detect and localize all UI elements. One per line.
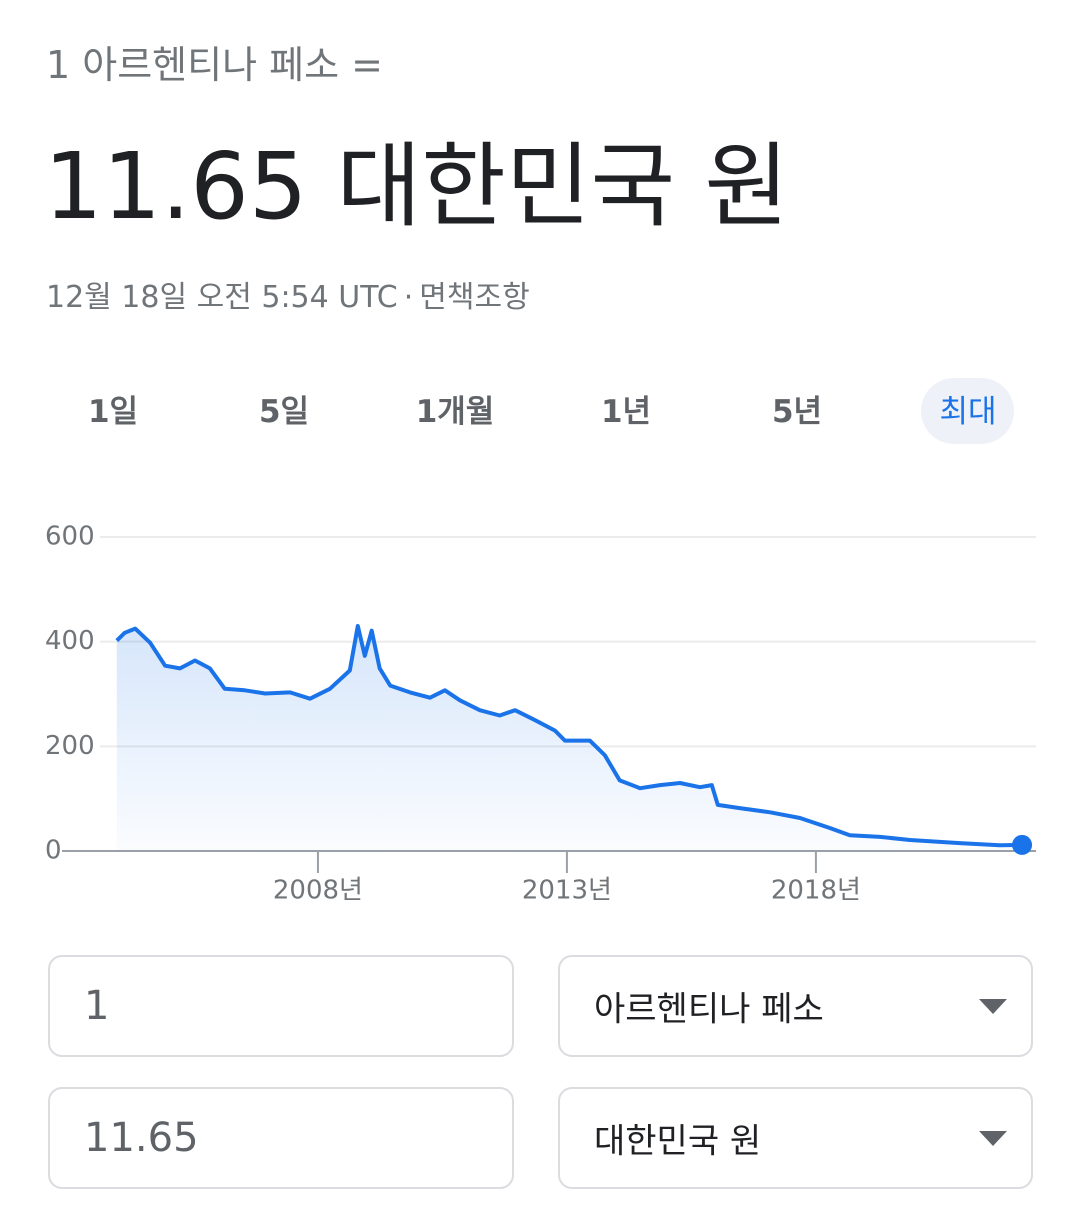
dropdown-arrow	[979, 999, 1007, 1014]
disclaimer-link[interactable]: 면책조항	[419, 280, 530, 315]
result: 11.65 대한민국 원	[44, 133, 790, 240]
currency-select[interactable]: 아르헨티나 페소	[558, 955, 1033, 1057]
amount-value: 1	[84, 983, 110, 1029]
currency-select[interactable]: 대한민국 원	[558, 1087, 1033, 1189]
separator: ·	[403, 280, 414, 315]
currency-name: 아르헨티나 페소	[594, 989, 824, 1030]
timestamp: 12월 18일 오전 5:54 UTC	[46, 280, 398, 315]
area	[116, 626, 1023, 851]
line	[115, 624, 1023, 848]
current-point	[1012, 834, 1033, 855]
y-tick-label: 400	[45, 626, 95, 656]
y-tick-label: 600	[45, 522, 95, 552]
range-tab[interactable]: 1일	[87, 394, 139, 430]
range-tab[interactable]: 5년	[771, 394, 823, 430]
amount-input[interactable]: 1	[48, 955, 514, 1057]
y-tick-label: 200	[45, 731, 95, 761]
x-tick-label: 2013년	[522, 876, 612, 906]
y-tick-label: 0	[45, 836, 62, 866]
range-tab[interactable]: 최대	[939, 394, 997, 430]
amount-value: 11.65	[84, 1115, 199, 1161]
range-tab[interactable]: 1개월	[415, 394, 495, 430]
selected-tab-bg	[921, 378, 1014, 444]
meta: 12월 18일 오전 5:54 UTC · 면책조항	[46, 272, 536, 316]
x-tick-label: 2018년	[771, 876, 861, 906]
from-label: 1 아르헨티나 페소 =	[46, 43, 383, 87]
dropdown-arrow	[979, 1131, 1007, 1146]
amount-input[interactable]: 11.65	[48, 1087, 514, 1189]
range-tab[interactable]: 5일	[258, 394, 310, 430]
currency-name: 대한민국 원	[594, 1121, 762, 1162]
x-tick-label: 2008년	[273, 876, 363, 906]
chart: 0 200 400 600 2008년 2013년 2018년	[45, 522, 1036, 906]
range-tab[interactable]: 1년	[600, 394, 652, 430]
